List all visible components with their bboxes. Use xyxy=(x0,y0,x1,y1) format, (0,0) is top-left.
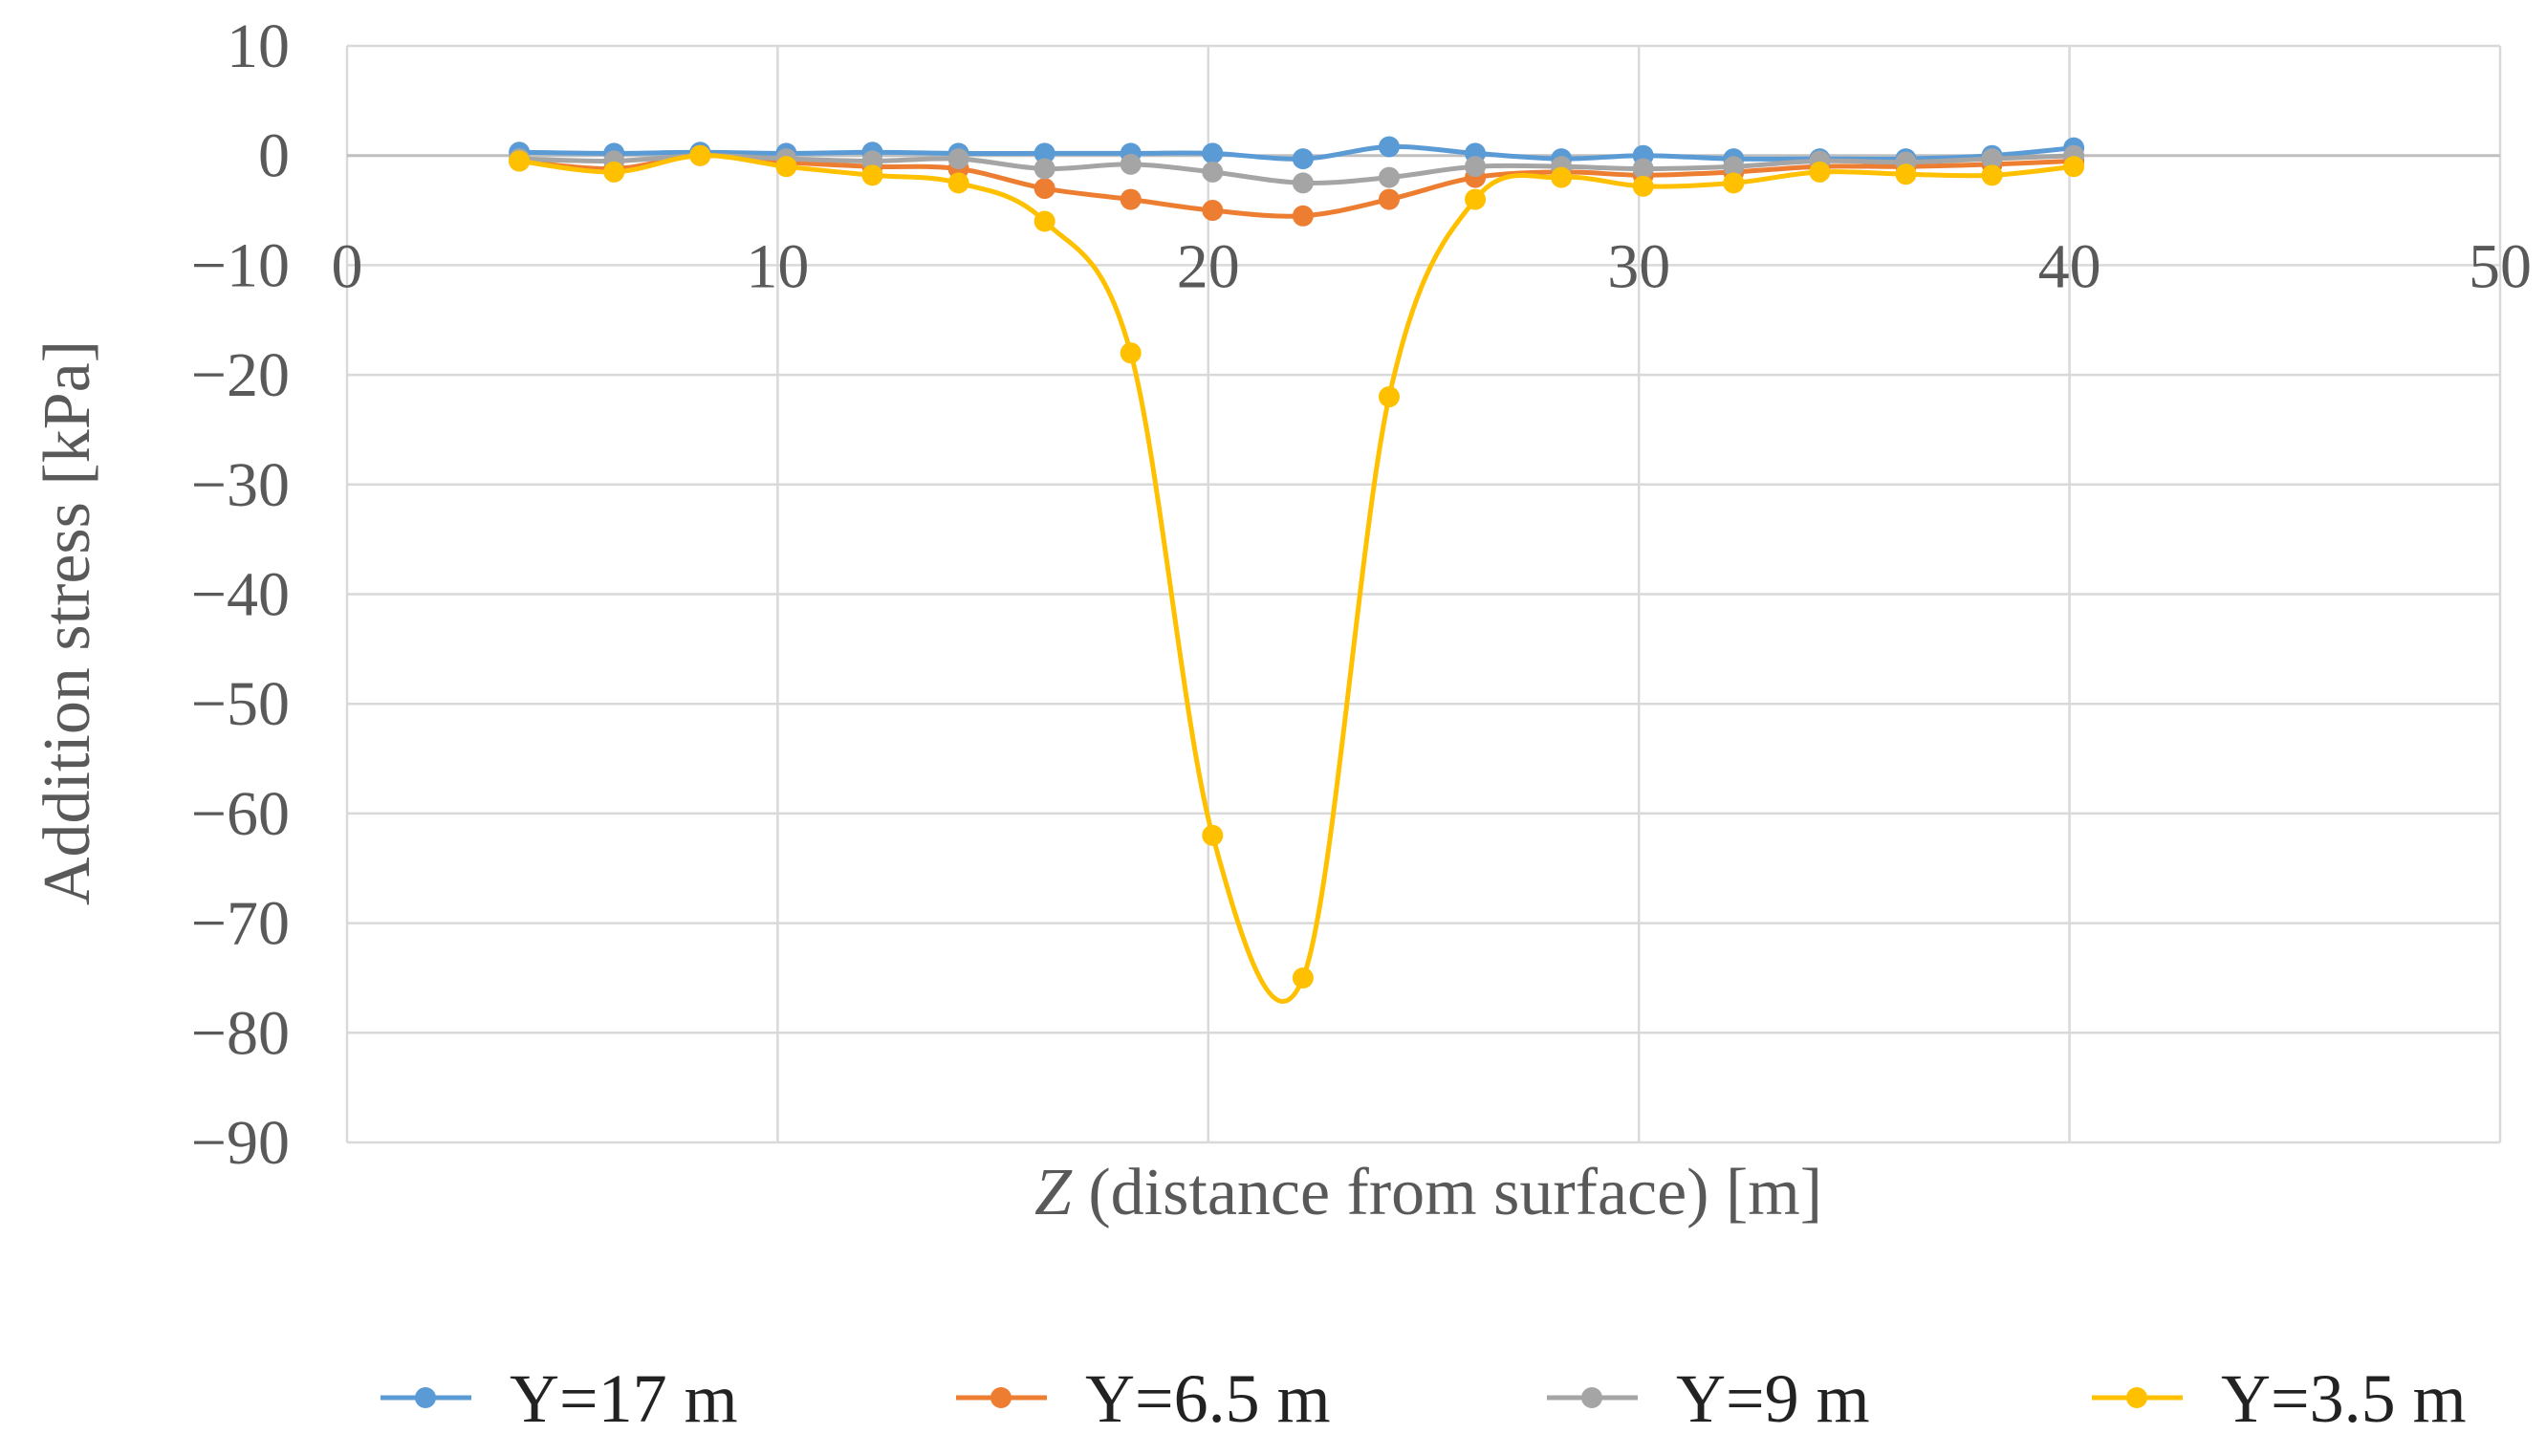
series-layer xyxy=(509,136,2085,1004)
data-point xyxy=(1551,166,1573,188)
data-point xyxy=(1981,148,2003,170)
data-point xyxy=(1120,342,1142,364)
data-point xyxy=(1202,200,1224,222)
legend: Y=17 m Y=6.5 m Y=9 m Y=3.5 m xyxy=(381,1360,2467,1437)
data-point xyxy=(1292,148,1314,170)
y-tick-label: −40 xyxy=(191,560,290,630)
data-point xyxy=(1632,175,1654,197)
data-point xyxy=(1202,161,1224,183)
data-point xyxy=(689,144,711,166)
data-point xyxy=(1895,163,1917,185)
data-point xyxy=(2063,156,2085,178)
data-point xyxy=(1120,188,1142,210)
series-line xyxy=(518,153,2075,1004)
y-tick-label: −30 xyxy=(191,450,290,520)
x-tick-label: 30 xyxy=(1607,232,1670,302)
data-point xyxy=(1723,156,1745,178)
legend-item-y-17-m: Y=17 m xyxy=(381,1360,738,1437)
legend-item-y-6-5-m: Y=6.5 m xyxy=(956,1360,1331,1437)
legend-label: Y=17 m xyxy=(510,1360,738,1437)
axis-title-layer: Addition stress [kPa] Z (distance from s… xyxy=(31,340,1822,1229)
data-point xyxy=(1809,161,1831,183)
data-point xyxy=(1034,142,1055,164)
y-tick-label: −20 xyxy=(191,340,290,410)
data-point xyxy=(1292,205,1314,227)
data-point xyxy=(1378,136,1400,158)
legend-swatch-marker xyxy=(1581,1387,1602,1408)
y-axis-title: Addition stress [kPa] xyxy=(31,340,104,905)
data-point xyxy=(1723,172,1745,194)
data-point xyxy=(1120,153,1142,175)
data-point xyxy=(1202,142,1224,164)
legend-label: Y=3.5 m xyxy=(2221,1360,2467,1437)
data-point xyxy=(1292,967,1314,989)
x-tick-label: 0 xyxy=(332,232,363,302)
x-axis-title: Z (distance from surface) [m] xyxy=(1034,1156,1822,1229)
x-tick-label: 20 xyxy=(1177,232,1240,302)
legend-item-y-9-m: Y=9 m xyxy=(1547,1360,1870,1437)
data-point xyxy=(1378,188,1400,210)
data-point xyxy=(1465,188,1487,210)
data-point xyxy=(1378,166,1400,188)
data-point xyxy=(1465,156,1487,178)
x-axis-title-variable: Z xyxy=(1034,1156,1073,1229)
legend-swatch-marker xyxy=(2126,1387,2147,1408)
data-point xyxy=(1034,158,1055,180)
data-point xyxy=(1632,158,1654,180)
y-tick-label: −10 xyxy=(191,230,290,300)
x-tick-label: 10 xyxy=(746,232,809,302)
y-tick-label: −80 xyxy=(191,998,290,1068)
data-point xyxy=(1378,386,1400,408)
x-axis-title-text: (distance from surface) [m] xyxy=(1072,1156,1822,1229)
x-tick-label: 40 xyxy=(2038,232,2101,302)
data-point xyxy=(947,172,969,194)
legend-swatch-marker xyxy=(415,1387,436,1408)
series-y-3-5-m xyxy=(509,144,2085,1004)
y-tick-label: −50 xyxy=(191,669,290,739)
y-tick-label: 0 xyxy=(258,121,290,191)
legend-label: Y=9 m xyxy=(1676,1360,1870,1437)
y-tick-label: −60 xyxy=(191,779,290,849)
data-point xyxy=(1981,164,2003,186)
grid-layer xyxy=(345,44,2502,1144)
y-tick-label: −70 xyxy=(191,889,290,959)
data-point xyxy=(775,156,797,178)
data-point xyxy=(1202,824,1224,846)
x-tick-label: 50 xyxy=(2469,232,2532,302)
legend-label: Y=6.5 m xyxy=(1085,1360,1331,1437)
data-point xyxy=(1034,178,1055,200)
y-tick-label: 10 xyxy=(227,11,290,81)
data-point xyxy=(1292,172,1314,194)
tick-label-layer: 10 0 −10 −20 −30 −40 −50 −60 −70 −80 −90 0 10 20 30 40 5… xyxy=(191,11,2532,1178)
legend-swatch-marker xyxy=(990,1387,1012,1408)
data-point xyxy=(509,150,531,172)
data-point xyxy=(1034,210,1055,232)
data-point xyxy=(947,148,969,170)
y-tick-label: −90 xyxy=(191,1108,290,1178)
data-point xyxy=(603,161,625,183)
data-point xyxy=(861,164,883,186)
legend-item-y-3-5-m: Y=3.5 m xyxy=(2092,1360,2467,1437)
